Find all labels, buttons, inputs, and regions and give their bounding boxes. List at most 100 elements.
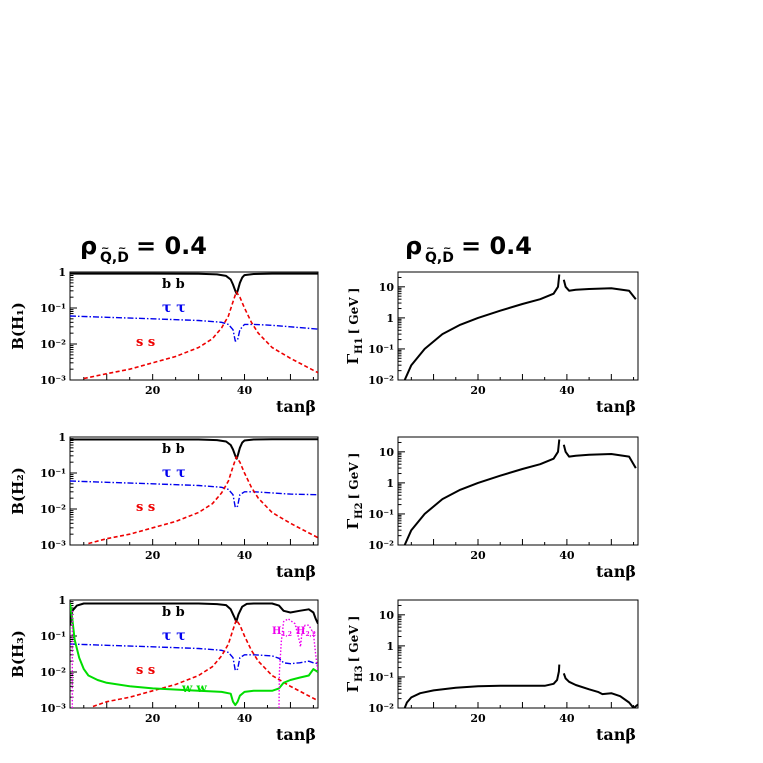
header-right: ρ ~ ~ Q,D = 0.4 bbox=[405, 232, 532, 266]
plot-frame bbox=[69, 436, 319, 546]
y-tick-label: 10⁻¹ bbox=[40, 630, 66, 643]
header-left: ρ ~ ~ Q,D = 0.4 bbox=[80, 232, 207, 266]
y-tick-label: 10⁻¹ bbox=[368, 671, 394, 684]
x-axis-label: tanβ bbox=[596, 562, 636, 581]
y-tick-label: 1 bbox=[386, 477, 394, 490]
y-axis-label: B(H₁) bbox=[9, 302, 27, 350]
x-tick-label: 40 bbox=[237, 384, 253, 397]
plot-frame bbox=[397, 436, 639, 546]
series-line-bb bbox=[70, 438, 318, 460]
y-tick-label: 10⁻² bbox=[40, 503, 66, 516]
header-right-tilde: ~ ~ bbox=[426, 243, 451, 254]
series-line-ww bbox=[70, 603, 318, 707]
h12-subscript: 1,2 bbox=[281, 631, 291, 638]
panel-bh1: 20 40 1 10⁻¹ 10⁻² 10⁻³ tanβ B(H₁) b b τ τ s s bbox=[9, 266, 319, 416]
y-tick-label: 10⁻² bbox=[40, 338, 66, 351]
panel-bh3: 20 40 1 10⁻¹ 10⁻² 10⁻³ tanβ B(H₃) b b τ τ s s w w H1… bbox=[9, 594, 319, 744]
series-line-bb bbox=[70, 272, 318, 295]
y-tick-label: 10⁻² bbox=[40, 666, 66, 679]
series-line-ss bbox=[88, 456, 318, 545]
series-label-bb: b b bbox=[162, 277, 185, 292]
panel-gh1: 20 40 10 1 10⁻¹ 10⁻² tanβ ΓH1 [ GeV ] bbox=[344, 271, 639, 416]
x-tick-label: 20 bbox=[145, 549, 161, 562]
series-label-ww: w w bbox=[181, 681, 208, 695]
y-axis-label: B(H₃) bbox=[9, 630, 27, 678]
series-label-tautau: τ τ bbox=[162, 300, 186, 316]
header-left-value: = 0.4 bbox=[136, 232, 207, 260]
y-tick-label: 1 bbox=[386, 640, 394, 653]
x-tick-label: 40 bbox=[559, 712, 575, 725]
x-tick-label: 20 bbox=[470, 549, 486, 562]
x-tick-label: 20 bbox=[145, 384, 161, 397]
series-label-bb: b b bbox=[162, 442, 185, 457]
header-left-rho: ρ bbox=[80, 232, 97, 260]
y-tick-label: 1 bbox=[58, 431, 66, 444]
x-axis-label: tanβ bbox=[276, 397, 316, 416]
series-group bbox=[403, 274, 637, 380]
y-tick-label: 10⁻² bbox=[368, 539, 394, 552]
h22-subscript: 2,2 bbox=[305, 631, 315, 638]
series-line-width bbox=[562, 673, 638, 708]
y-tick-label: 10⁻³ bbox=[40, 374, 66, 387]
series-line-ss bbox=[83, 291, 318, 380]
y-tick-label: 10 bbox=[379, 446, 395, 459]
plot-frame bbox=[69, 271, 319, 381]
y-axis-gamma: Γ bbox=[344, 681, 362, 692]
h12-letter: H bbox=[272, 626, 281, 637]
x-axis-label: tanβ bbox=[276, 562, 316, 581]
series-line-hh bbox=[278, 618, 318, 708]
x-tick-label: 20 bbox=[470, 712, 486, 725]
y-tick-label: 10⁻³ bbox=[40, 539, 66, 552]
x-axis-label: tanβ bbox=[276, 725, 316, 744]
y-axis-subscript: H1 bbox=[354, 337, 365, 353]
series-line-tautau bbox=[70, 643, 318, 672]
x-tick-label: 20 bbox=[145, 712, 161, 725]
plot-frame bbox=[397, 599, 639, 709]
y-axis-unit: [ GeV ] bbox=[347, 616, 361, 663]
y-tick-label: 1 bbox=[58, 594, 66, 607]
y-axis-unit: [ GeV ] bbox=[347, 453, 361, 500]
x-axis-label: tanβ bbox=[596, 397, 636, 416]
y-tick-label: 10 bbox=[379, 281, 395, 294]
panel-gh2: 20 40 10 1 10⁻¹ 10⁻² tanβ ΓH2 [ GeV ] bbox=[344, 436, 639, 581]
y-tick-label: 10⁻² bbox=[368, 374, 394, 387]
y-axis-subscript: H3 bbox=[354, 665, 365, 681]
x-tick-label: 40 bbox=[559, 384, 575, 397]
header-right-rho: ρ bbox=[405, 232, 422, 260]
series-group bbox=[403, 439, 637, 545]
series-line-width bbox=[403, 664, 561, 708]
header-right-value: = 0.4 bbox=[461, 232, 532, 260]
series-line-width bbox=[403, 274, 561, 380]
series-label-tautau: τ τ bbox=[162, 628, 186, 644]
series-line-ss bbox=[92, 619, 318, 708]
y-axis-label: ΓH3 [ GeV ] bbox=[344, 616, 365, 693]
panel-gh3: 20 40 10 1 10⁻¹ 10⁻² tanβ ΓH3 [ GeV ] bbox=[344, 599, 639, 744]
y-axis-gamma: Γ bbox=[344, 518, 362, 529]
panel-bh2: 20 40 1 10⁻¹ 10⁻² 10⁻³ tanβ B(H₂) b b τ τ s s bbox=[9, 431, 319, 581]
series-line-bb bbox=[70, 602, 318, 626]
series-line-tautau bbox=[70, 480, 318, 509]
x-tick-label: 40 bbox=[237, 712, 253, 725]
header-left-tilde: ~ ~ bbox=[101, 243, 126, 254]
series-group bbox=[70, 438, 318, 545]
plot-frame bbox=[397, 271, 639, 381]
y-axis-label: B(H₂) bbox=[9, 467, 27, 515]
y-tick-label: 10⁻¹ bbox=[40, 467, 66, 480]
y-axis-label: ΓH1 [ GeV ] bbox=[344, 288, 365, 365]
x-tick-label: 40 bbox=[237, 549, 253, 562]
y-tick-label: 1 bbox=[58, 266, 66, 279]
series-line-width bbox=[562, 444, 637, 469]
series-label-h22: H2,2 bbox=[296, 626, 316, 638]
y-axis-gamma: Γ bbox=[344, 353, 362, 364]
y-axis-label: ΓH2 [ GeV ] bbox=[344, 453, 365, 530]
y-tick-label: 10⁻³ bbox=[40, 702, 66, 715]
y-tick-label: 10⁻² bbox=[368, 702, 394, 715]
y-tick-label: 10⁻¹ bbox=[368, 508, 394, 521]
x-tick-label: 20 bbox=[470, 384, 486, 397]
series-label-ss: s s bbox=[136, 663, 155, 678]
series-label-h12: H1,2 bbox=[272, 626, 292, 638]
y-tick-label: 10 bbox=[379, 609, 395, 622]
series-line-width bbox=[403, 439, 561, 545]
y-tick-label: 10⁻¹ bbox=[40, 302, 66, 315]
